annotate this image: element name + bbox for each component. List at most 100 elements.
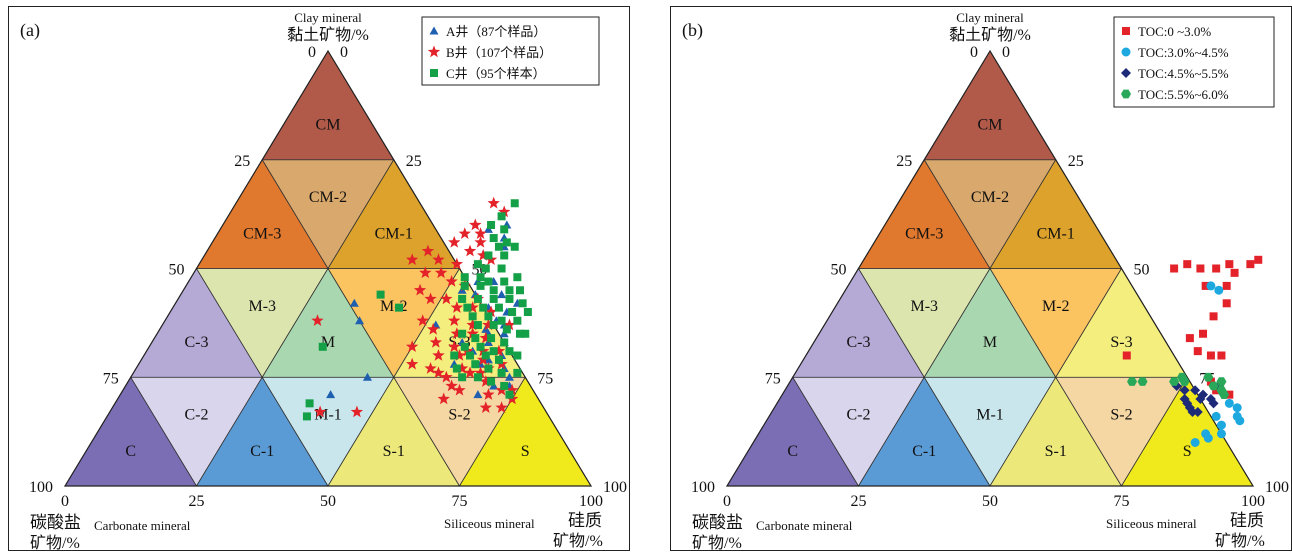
right-tick-label: 100 [603, 479, 627, 496]
data-point [489, 321, 498, 330]
legend: A井（87个样品） B井（107个样品） C井（95个样本） [421, 16, 600, 86]
data-point [484, 312, 493, 321]
region-label: CM-3 [243, 225, 281, 242]
data-point [1190, 385, 1201, 396]
data-point [448, 235, 461, 248]
data-point [468, 312, 477, 321]
data-point [476, 273, 485, 282]
apex-label-cn: 黏土矿物/% [949, 26, 1031, 44]
region-label: M-3 [248, 298, 276, 315]
data-point [463, 366, 477, 379]
legend-marker [1122, 27, 1130, 35]
data-point [503, 318, 516, 331]
data-point [1209, 312, 1218, 321]
data-point [458, 373, 467, 382]
data-point [1212, 264, 1221, 273]
data-point [513, 351, 522, 360]
data-point [495, 401, 508, 413]
data-point [424, 292, 437, 305]
region-label: CM-2 [309, 189, 347, 206]
data-point [453, 349, 466, 361]
data-point [1208, 398, 1219, 409]
data-point [313, 405, 327, 418]
data-point [1219, 390, 1230, 399]
data-point [513, 368, 522, 377]
region-label: C-3 [185, 334, 209, 351]
data-point [440, 292, 453, 305]
data-point [1201, 281, 1210, 290]
panel-label: (a) [20, 20, 40, 41]
data-point [450, 327, 464, 340]
data-point [405, 357, 419, 370]
data-point [497, 264, 506, 273]
data-point [458, 294, 467, 303]
data-point [479, 401, 492, 413]
bottom-tick-label: 25 [189, 493, 205, 510]
left-axis-label-cn2: 矿物/% [30, 534, 80, 551]
region-labels: CM CM-3 CM-2 CM-1 M-3 M M-2 S-3 C-3 C-2 C-1 M-1 S-1 S… [787, 117, 1191, 460]
series-1 [1122, 255, 1263, 399]
data-point [1217, 351, 1226, 360]
left-tick-label: 0 [970, 44, 978, 61]
legend-label: TOC:3.0%~4.5% [1138, 45, 1229, 60]
region-label: S-1 [383, 443, 405, 460]
bottom-tick-label: 0 [61, 493, 69, 510]
data-point [497, 316, 506, 325]
region-label: S-2 [448, 407, 470, 424]
data-point [1225, 260, 1234, 269]
data-point [1224, 398, 1234, 408]
data-point [395, 303, 404, 312]
data-point [505, 294, 514, 303]
data-point [497, 368, 506, 377]
right-tick-label: 25 [1068, 153, 1084, 170]
left-tick-label: 0 [308, 44, 316, 61]
legend-label: TOC:4.5%~5.5% [1138, 66, 1229, 81]
right-tick-label: 75 [537, 370, 553, 387]
data-point [349, 298, 359, 307]
data-point [437, 392, 450, 405]
data-point [1171, 380, 1182, 391]
data-point [1230, 268, 1239, 277]
data-point [508, 308, 517, 316]
data-point [494, 355, 503, 364]
data-point [302, 412, 311, 421]
data-point [474, 227, 487, 239]
data-point [463, 244, 477, 257]
data-point [458, 329, 467, 338]
series-3 [302, 199, 532, 421]
data-point [502, 325, 511, 334]
data-point [500, 225, 509, 234]
data-point [484, 364, 493, 373]
legend-label: TOC:0 ~3.0% [1138, 24, 1211, 39]
data-point [413, 283, 427, 296]
regions [64, 50, 592, 487]
regions [726, 50, 1254, 487]
data-point [1232, 403, 1242, 413]
data-point [497, 212, 506, 221]
data-point [1246, 260, 1255, 269]
data-point [311, 314, 324, 326]
data-point [448, 340, 461, 353]
data-point [500, 338, 509, 347]
data-point [476, 342, 485, 351]
data-point [1225, 390, 1234, 399]
data-point [432, 349, 445, 361]
data-point [518, 299, 527, 308]
data-point [481, 264, 490, 273]
data-point [484, 305, 498, 318]
data-point [1137, 377, 1148, 386]
data-point [1185, 334, 1194, 343]
legend: TOC:0 ~3.0% TOC:3.0%~4.5% TOC:4.5%~5.5% TOC… [1113, 16, 1275, 108]
data-point [450, 351, 459, 360]
data-point [434, 266, 448, 279]
data-point [473, 321, 482, 330]
ternary-panel-a: CMCM-3CM-2CM-1M-3MM-2S-3C-3C-2C-1M-1S-1S… [8, 6, 630, 551]
data-point [489, 294, 498, 303]
ternary-panel-b: CM CM-3 CM-2 CM-1 M-3 M M-2 S-3 C-3 C-2 C-1 M-1 S-1 S… [670, 6, 1292, 551]
series-4 [1127, 372, 1230, 399]
left-tick-label: 50 [169, 262, 185, 279]
data-point [489, 347, 498, 356]
data-point [419, 266, 432, 279]
legend-marker [1121, 47, 1131, 57]
